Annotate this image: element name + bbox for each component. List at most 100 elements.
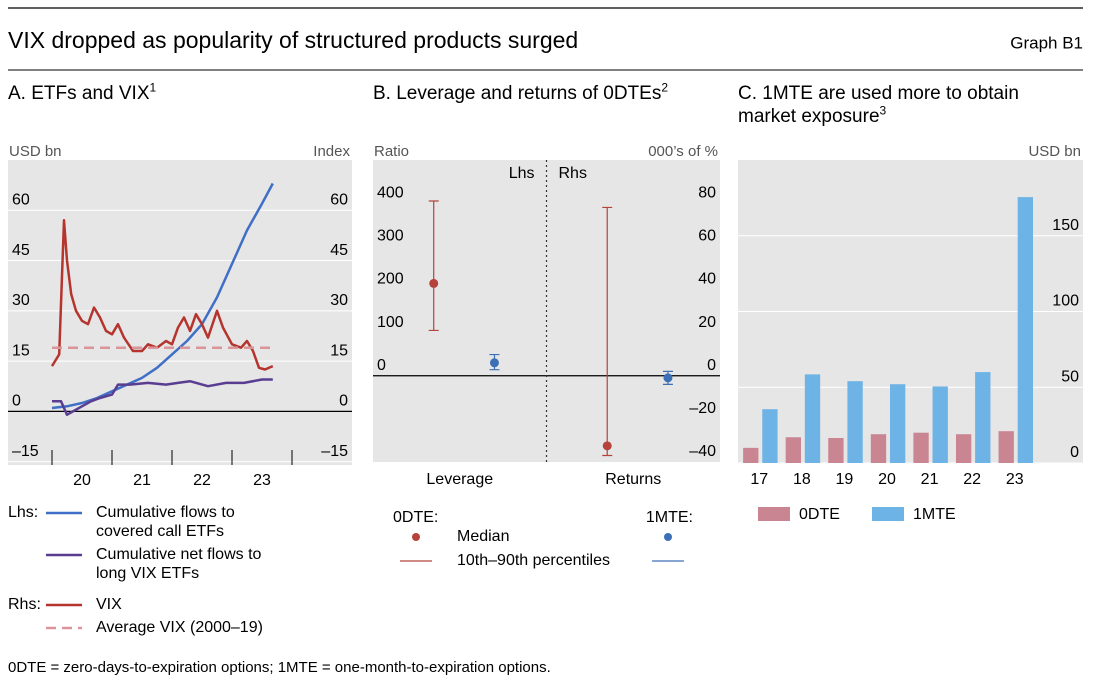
y-tick-label: 0 xyxy=(339,393,348,410)
bar xyxy=(847,381,863,463)
y-tick-label: –40 xyxy=(689,443,716,460)
panel-title: B. Leverage and returns of 0DTEs2 xyxy=(373,82,703,105)
x-tick-label: 19 xyxy=(836,471,854,488)
panel-title: A. ETFs and VIX1 xyxy=(8,82,338,105)
legend-dot xyxy=(664,533,672,541)
y2-axis-unit: 000’s of % xyxy=(648,143,718,160)
rhs-label: Rhs xyxy=(559,165,587,182)
legend-label: 1MTE xyxy=(913,506,956,523)
y-tick-label: 0 xyxy=(12,393,21,410)
y-tick-label: 20 xyxy=(698,314,716,331)
x-tick-label: 23 xyxy=(253,472,271,489)
legend-swatch xyxy=(758,507,790,521)
y-tick-label: 150 xyxy=(1052,217,1079,234)
y-tick-label: 60 xyxy=(12,191,30,208)
bar xyxy=(762,409,778,463)
title-note: 1 xyxy=(149,80,157,95)
y-tick-label: 60 xyxy=(330,191,348,208)
legend-swatch xyxy=(46,553,82,557)
median-dot xyxy=(489,358,499,368)
x-tick-label: 21 xyxy=(921,471,939,488)
y-tick-label: –15 xyxy=(12,443,39,460)
legend-label: Cumulative flows to covered call ETFs xyxy=(96,504,235,540)
bar xyxy=(785,437,802,463)
y2-axis-unit: Index xyxy=(313,143,350,160)
y-tick-label: 300 xyxy=(377,228,404,245)
legend-label: Average VIX (2000–19) xyxy=(96,619,263,636)
x-tick-label: 21 xyxy=(133,472,151,489)
series-line xyxy=(51,182,274,410)
legend-label: Cumulative net flows to long VIX ETFs xyxy=(96,546,262,582)
legend-entry: Rhs: VIX xyxy=(8,595,348,614)
legend-entry: Cumulative net flows to long VIX ETFs xyxy=(8,545,348,583)
median-dot xyxy=(663,373,673,383)
bar xyxy=(804,374,821,463)
x-tick-label: 20 xyxy=(73,472,91,489)
x-tick-label: 22 xyxy=(963,471,981,488)
y-tick-label: 200 xyxy=(377,271,404,288)
legend-swatch xyxy=(46,626,82,630)
bar xyxy=(955,434,972,463)
title-note: 2 xyxy=(661,80,669,95)
bar xyxy=(975,372,991,463)
y-tick-label: 80 xyxy=(698,184,716,201)
panel-title-text: B. Leverage and returns of 0DTEs xyxy=(373,83,662,104)
legend-label: Median xyxy=(457,528,509,545)
y-tick-label: –15 xyxy=(321,443,348,460)
legend-group-label: Lhs: xyxy=(8,504,39,521)
x-tick-label: 20 xyxy=(878,471,896,488)
x-tick-label: Leverage xyxy=(426,471,493,488)
legend-swatch xyxy=(46,603,82,607)
panel-title-text: C. 1MTE are used more to obtain market e… xyxy=(738,83,1019,127)
y-axis-unit: Ratio xyxy=(374,143,409,160)
y-tick-label: 30 xyxy=(12,292,30,309)
y-tick-label: 40 xyxy=(698,271,716,288)
y-tick-label: 0 xyxy=(1070,444,1079,461)
y-tick-label: –20 xyxy=(689,400,716,417)
footnote: 0DTE = zero-days-to-expiration options; … xyxy=(8,659,551,676)
y-tick-label: 400 xyxy=(377,184,404,201)
bar xyxy=(1017,197,1034,463)
bar xyxy=(998,431,1014,463)
title-note: 3 xyxy=(879,103,887,118)
legend-series: 0DTE: xyxy=(393,509,438,526)
x-tick-label: Returns xyxy=(605,471,661,488)
bar xyxy=(913,432,929,463)
y-tick-label: 30 xyxy=(330,292,348,309)
median-dot xyxy=(429,278,439,288)
legend-entry: Average VIX (2000–19) xyxy=(8,618,348,637)
y-tick-label: 15 xyxy=(330,342,348,359)
bar xyxy=(870,434,887,463)
percentile-range xyxy=(602,206,613,457)
percentile-range xyxy=(428,200,439,332)
y-tick-label: 45 xyxy=(330,242,348,259)
figure-title: VIX dropped as popularity of structured … xyxy=(8,27,578,53)
y2-axis-unit: USD bn xyxy=(1028,143,1081,160)
legend-label: VIX xyxy=(96,596,122,613)
y-tick-label: 0 xyxy=(377,357,386,374)
x-tick-label: 22 xyxy=(193,472,211,489)
bar xyxy=(743,447,759,463)
legend-label: 10th–90th percentiles xyxy=(457,552,610,569)
median-dot xyxy=(602,441,612,451)
graph-label: Graph B1 xyxy=(1010,33,1083,52)
panel-title-text: A. ETFs and VIX xyxy=(8,83,150,104)
legend-label: 0DTE xyxy=(799,506,840,523)
y-tick-label: 45 xyxy=(12,242,30,259)
bar xyxy=(828,438,844,463)
y-tick-label: 100 xyxy=(1052,293,1079,310)
legend-dot xyxy=(412,533,420,541)
x-tick-label: 17 xyxy=(750,471,768,488)
y-tick-label: 100 xyxy=(377,314,404,331)
y-tick-label: 15 xyxy=(12,342,30,359)
y-tick-label: 0 xyxy=(707,357,716,374)
legend-series: 1MTE: xyxy=(646,509,693,526)
bar xyxy=(932,386,948,463)
x-tick-label: 18 xyxy=(793,471,811,488)
legend-group-label: Rhs: xyxy=(8,596,41,613)
legend-swatch xyxy=(872,507,904,521)
y-tick-label: 50 xyxy=(1061,368,1079,385)
bar xyxy=(889,384,906,463)
